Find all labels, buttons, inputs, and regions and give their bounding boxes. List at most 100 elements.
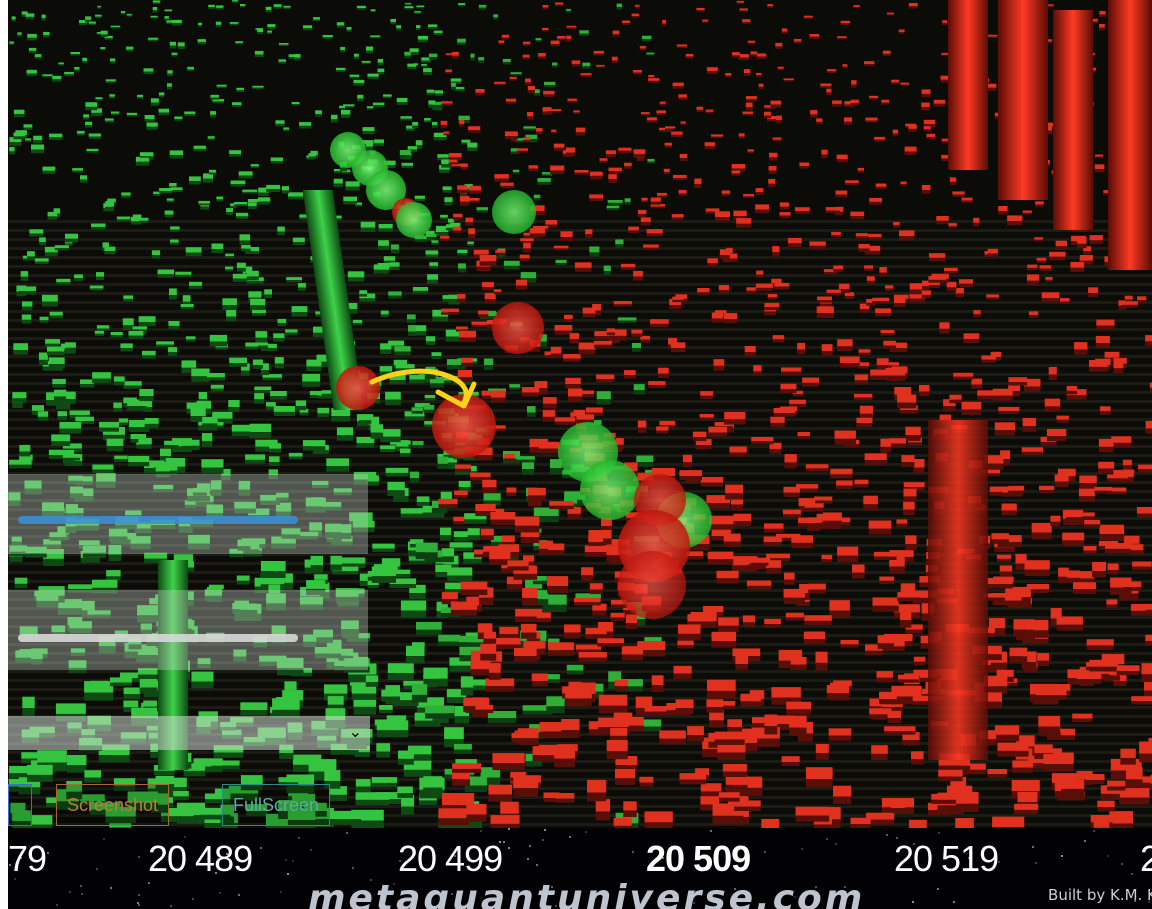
bid-volume-block	[100, 34, 108, 37]
ask-volume-block	[1099, 406, 1111, 412]
bid-volume-block	[259, 655, 287, 662]
bid-volume-block	[9, 142, 22, 146]
bid-volume-block	[403, 680, 428, 686]
bid-volume-block	[525, 139, 538, 143]
ask-volume-block	[1062, 532, 1085, 541]
ask-volume-block	[724, 411, 746, 420]
bid-volume-block	[128, 335, 144, 339]
ask-volume-block	[614, 686, 629, 691]
ask-volume-block	[672, 86, 684, 89]
bid-volume-block	[409, 374, 425, 380]
ask-volume-block	[731, 796, 749, 804]
ask-volume-block	[565, 384, 581, 389]
bid-volume-block	[42, 76, 53, 78]
ask-volume-block	[793, 41, 802, 44]
bid-volume-block	[181, 367, 197, 373]
bid-volume-block	[155, 463, 170, 472]
left-edge-button[interactable]	[8, 784, 32, 826]
depth-slider[interactable]	[18, 634, 298, 642]
ask-volume-block	[1022, 212, 1032, 215]
bid-volume-block	[335, 218, 342, 221]
bid-volume-block	[140, 623, 152, 630]
ask-volume-block	[1110, 587, 1132, 595]
ask-volume-block	[582, 307, 596, 314]
ask-volume-block	[743, 69, 751, 74]
ask-volume-block	[523, 137, 531, 141]
ask-volume-block	[547, 550, 565, 555]
bid-volume-block	[483, 358, 494, 366]
bid-volume-block	[404, 4, 412, 6]
bid-volume-block	[316, 361, 337, 367]
bid-volume-block	[438, 634, 461, 642]
ask-volume-block	[883, 633, 913, 642]
ask-volume-block	[457, 377, 472, 383]
ask-volume-block	[868, 237, 882, 240]
orderbook-3d-scene[interactable]	[8, 0, 1152, 836]
bid-volume-block	[109, 96, 115, 99]
star	[138, 894, 140, 896]
bid-volume-block	[488, 388, 506, 392]
star	[138, 856, 140, 858]
ask-volume-block	[750, 558, 769, 563]
bid-volume-block	[130, 439, 146, 443]
ask-volume-block	[769, 442, 782, 450]
bid-volume-block	[349, 74, 360, 77]
bid-volume-block	[437, 154, 449, 158]
ask-volume-block	[719, 792, 740, 798]
bid-volume-block	[268, 456, 280, 462]
ask-volume-block	[539, 722, 562, 732]
zoom-slider[interactable]	[18, 516, 298, 524]
ask-volume-block	[742, 113, 753, 116]
bid-volume-block	[415, 145, 423, 149]
bid-volume-block	[94, 330, 104, 334]
sell-trade-sphere	[432, 394, 496, 458]
fullscreen-button[interactable]: FullScreen	[222, 784, 331, 826]
star	[693, 902, 695, 904]
bid-volume-block	[79, 20, 87, 24]
star	[352, 867, 354, 869]
bid-volume-block	[458, 3, 466, 5]
ask-volume-block	[903, 509, 915, 516]
ask-volume-block	[490, 823, 520, 831]
bid-volume-block	[182, 295, 191, 302]
bid-volume-block	[234, 613, 262, 621]
ask-volume-block	[751, 437, 774, 442]
ask-volume-block	[1079, 260, 1093, 265]
bid-volume-block	[98, 755, 130, 763]
bid-volume-block	[277, 231, 285, 236]
ask-volume-block	[596, 374, 615, 379]
bid-volume-block	[88, 136, 101, 139]
ask-volume-block	[1078, 488, 1096, 497]
bid-volume-block	[178, 526, 193, 533]
ask-volume-block	[1099, 524, 1125, 535]
bid-volume-block	[75, 421, 94, 424]
ask-volume-block	[805, 779, 833, 788]
bid-volume-block	[341, 109, 351, 115]
bid-volume-block	[431, 240, 439, 244]
ask-volume-block	[553, 147, 565, 151]
ask-volume-block	[900, 181, 907, 185]
view-mode-select[interactable]: ⌄	[8, 716, 370, 750]
bid-volume-block	[606, 208, 620, 211]
bid-volume-block	[25, 138, 31, 141]
ask-volume-block	[707, 691, 736, 699]
ask-volume-block	[670, 342, 686, 349]
bid-volume-block	[43, 548, 64, 559]
grid-line	[8, 679, 1152, 682]
ask-volume-block	[859, 413, 874, 420]
ask-volume-block	[475, 503, 496, 511]
ask-volume-block	[758, 86, 764, 89]
ask-volume-block	[592, 610, 607, 616]
bid-volume-block	[379, 709, 393, 714]
ask-volume-block	[1025, 619, 1049, 631]
ask-volume-block	[991, 539, 1009, 544]
screenshot-button[interactable]: Screenshot	[56, 784, 170, 826]
grid-line	[8, 247, 1152, 250]
bid-volume-block	[510, 74, 522, 76]
ask-volume-block	[458, 337, 476, 343]
bid-volume-block	[184, 504, 196, 509]
ask-volume-block	[735, 655, 749, 664]
star	[1093, 830, 1095, 832]
ask-volume-block	[574, 597, 601, 603]
bid-volume-block	[238, 480, 251, 490]
